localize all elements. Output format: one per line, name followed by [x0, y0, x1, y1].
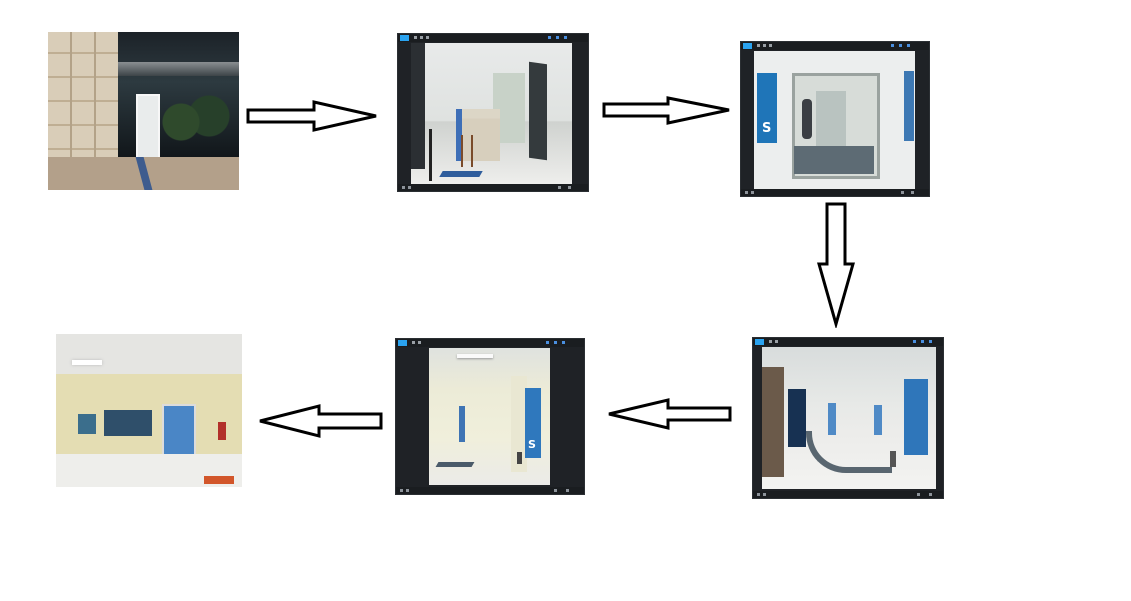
tool-icon — [426, 36, 429, 39]
photo-lobby — [762, 347, 936, 489]
status-icon — [917, 493, 920, 496]
tool-icon — [564, 36, 567, 39]
viewer-logo-icon — [743, 43, 752, 49]
status-icon — [929, 493, 932, 496]
wall-poster — [78, 414, 96, 434]
viewer-screenshot-corridor — [395, 338, 585, 495]
ceiling — [56, 334, 242, 374]
viewer-statusbar — [741, 189, 929, 196]
status-icon — [408, 186, 411, 189]
status-icon — [751, 191, 754, 194]
inner-corridor — [816, 91, 846, 151]
wall-poster — [904, 71, 914, 141]
blue-wayfinding-sign — [904, 379, 928, 455]
pillar — [511, 376, 527, 472]
stool — [461, 135, 473, 167]
tool-icon — [420, 36, 423, 39]
arrow-left-1 — [608, 398, 732, 430]
arrow-down — [817, 202, 855, 328]
tool-icon — [412, 341, 415, 344]
status-icon — [558, 186, 561, 189]
floor-guide-stripe — [439, 171, 483, 177]
tool-icon — [757, 44, 760, 47]
floor-guide-line — [806, 431, 892, 473]
blue-wayfinding-sign — [757, 73, 777, 143]
tool-icon — [907, 44, 910, 47]
tool-icon — [891, 44, 894, 47]
arrow-right-2 — [602, 96, 730, 125]
status-icon — [745, 191, 748, 194]
status-icon — [757, 493, 760, 496]
tool-icon — [546, 341, 549, 344]
viewer-screenshot-turnstile — [740, 41, 930, 197]
photo-turnstile — [754, 51, 915, 189]
photo-corridor — [429, 348, 550, 485]
tool-icon — [899, 44, 902, 47]
blue-wayfinding-sign — [525, 388, 541, 458]
status-icon — [568, 186, 571, 189]
status-icon — [400, 489, 403, 492]
trees — [160, 92, 230, 152]
status-icon — [554, 489, 557, 492]
viewer-statusbar — [396, 487, 584, 494]
tool-icon — [562, 341, 565, 344]
status-icon — [911, 191, 914, 194]
canopy — [118, 62, 239, 76]
glass-panel — [529, 61, 547, 161]
person — [802, 99, 812, 139]
tool-icon — [929, 340, 932, 343]
blue-door — [828, 403, 836, 435]
photo-building-entrance — [48, 32, 239, 190]
tiled-wall — [48, 32, 118, 172]
arrow-left-2 — [259, 404, 383, 438]
entrance-door — [136, 94, 160, 160]
staircase — [762, 367, 784, 477]
viewer-toolbar — [753, 338, 943, 346]
ceiling-light — [457, 354, 493, 358]
ceiling-light — [72, 360, 102, 365]
viewer-toolbar — [741, 42, 929, 50]
ramp — [794, 146, 874, 174]
viewer-statusbar — [398, 184, 588, 191]
tool-icon — [921, 340, 924, 343]
dark-doorway — [788, 389, 806, 447]
viewer-screenshot-reception — [397, 33, 589, 192]
trash-bin — [890, 451, 896, 467]
viewer-logo-icon — [400, 35, 409, 41]
tool-icon — [763, 44, 766, 47]
viewer-toolbar — [398, 34, 588, 42]
display-screen — [411, 43, 425, 169]
status-icon — [566, 489, 569, 492]
blue-door — [874, 405, 882, 435]
tool-icon — [769, 340, 772, 343]
blue-door — [459, 406, 465, 442]
tool-icon — [775, 340, 778, 343]
photo-reception — [411, 43, 572, 184]
tool-icon — [554, 341, 557, 344]
wall-poster — [104, 410, 152, 436]
viewer-statusbar — [753, 491, 943, 498]
viewer-toolbar — [396, 339, 584, 347]
lectern-stand — [429, 129, 432, 181]
status-icon — [402, 186, 405, 189]
reception-desk — [456, 109, 500, 161]
viewer-screenshot-lobby — [752, 337, 944, 499]
tool-icon — [769, 44, 772, 47]
trash-bin — [517, 452, 522, 464]
tool-icon — [414, 36, 417, 39]
tool-icon — [556, 36, 559, 39]
arrow-right-1 — [246, 100, 377, 132]
viewer-logo-icon — [755, 339, 764, 345]
fire-extinguisher — [218, 422, 226, 440]
photo-blue-door-hallway — [56, 334, 242, 487]
viewer-logo-icon — [398, 340, 407, 346]
floor-mat — [204, 476, 234, 484]
tool-icon — [913, 340, 916, 343]
status-icon — [901, 191, 904, 194]
tool-icon — [548, 36, 551, 39]
status-icon — [763, 493, 766, 496]
tool-icon — [418, 341, 421, 344]
floor-guide-stripe — [435, 462, 475, 467]
status-icon — [406, 489, 409, 492]
